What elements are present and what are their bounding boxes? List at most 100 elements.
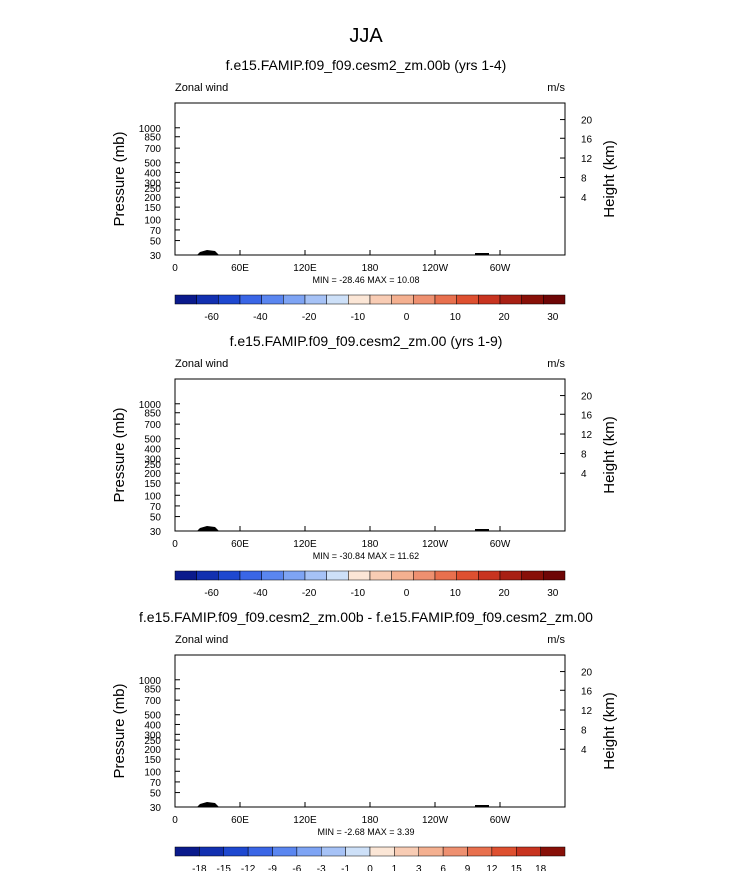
colorbar-box <box>543 294 566 305</box>
longitude-tick-label: 60W <box>490 815 511 826</box>
contour-region <box>175 683 565 807</box>
height-tick-label: 12 <box>581 430 593 441</box>
panel-title: f.e15.FAMIP.f09_f09.cesm2_zm.00b - f.e15… <box>139 609 593 625</box>
topography-marker <box>197 250 219 255</box>
longitude-tick-label: 120E <box>293 539 317 550</box>
colorbar-label: 30 <box>547 588 559 599</box>
pressure-tick-label: 700 <box>144 420 161 431</box>
colorbar-label: 20 <box>499 588 511 599</box>
contour-region <box>175 379 565 531</box>
longitude-tick-label: 120W <box>422 263 449 274</box>
height-tick-label: 16 <box>581 410 593 421</box>
colorbar-box <box>196 570 219 581</box>
contour-field <box>175 103 565 255</box>
colorbar-box <box>499 570 522 581</box>
colorbar-box <box>218 294 241 305</box>
pressure-tick-label: 300 <box>144 178 161 189</box>
colorbar-box <box>174 846 200 857</box>
longitude-tick-label: 120W <box>422 539 449 550</box>
pressure-tick-label: 150 <box>144 755 161 766</box>
colorbar-label: -9 <box>268 864 277 871</box>
topography-marker <box>475 253 489 255</box>
colorbar-box <box>369 570 392 581</box>
y-axis-right-label: Height (km) <box>601 692 618 770</box>
colorbar-box <box>456 294 479 305</box>
contour-region <box>230 432 261 444</box>
colorbar-label: 18 <box>535 864 547 871</box>
longitude-tick-label: 0 <box>172 539 178 550</box>
longitude-tick-label: 60E <box>231 539 249 550</box>
colorbar-label: 0 <box>367 864 373 871</box>
longitude-tick-label: 60W <box>490 263 511 274</box>
contour-region <box>214 177 269 234</box>
colorbar-box <box>369 846 395 857</box>
colorbar-label: 1 <box>392 864 398 871</box>
topography-marker <box>197 526 219 531</box>
pressure-tick-label: 500 <box>144 159 161 170</box>
pressure-tick-label: 50 <box>150 789 162 800</box>
colorbar-box <box>516 846 541 857</box>
panel-title: f.e15.FAMIP.f09_f09.cesm2_zm.00 (yrs 1-9… <box>230 333 503 349</box>
pressure-tick-label: 1000 <box>139 124 162 135</box>
contour-region <box>175 655 565 807</box>
pressure-tick-label: 70 <box>150 226 162 237</box>
colorbar-label: -6 <box>292 864 301 871</box>
height-tick-label: 8 <box>581 173 587 184</box>
longitude-tick-label: 180 <box>362 263 379 274</box>
pressure-tick-label: 150 <box>144 479 161 490</box>
colorbar-box <box>321 846 346 857</box>
colorbar-box <box>467 846 493 857</box>
colorbar-box <box>394 846 419 857</box>
contour-region <box>183 174 295 255</box>
pressure-tick-label: 700 <box>144 696 161 707</box>
topography-marker <box>475 805 489 807</box>
colorbar-label: 10 <box>450 588 462 599</box>
contour-region <box>542 470 551 476</box>
longitude-tick-label: 120E <box>293 815 317 826</box>
topography-marker <box>475 529 489 531</box>
colorbar-box <box>223 846 249 857</box>
height-tick-label: 4 <box>581 469 587 480</box>
pressure-tick-label: 30 <box>150 527 162 538</box>
colorbar-box <box>199 846 224 857</box>
pressure-tick-label: 400 <box>144 168 161 179</box>
colorbar-box <box>478 570 501 581</box>
topography-marker <box>197 802 219 807</box>
min-max-stats: MIN = -30.84 MAX = 11.62 <box>313 551 419 561</box>
pressure-tick-label: 200 <box>144 193 161 204</box>
contour-field <box>175 379 565 531</box>
contour-region <box>284 728 346 786</box>
contour-region <box>175 392 565 409</box>
longitude-tick-label: 180 <box>362 815 379 826</box>
pressure-tick-label: 250 <box>144 460 161 471</box>
pressure-tick-label: 250 <box>144 184 161 195</box>
colorbar-box <box>391 570 414 581</box>
pressure-tick-label: 500 <box>144 435 161 446</box>
contour-region <box>222 428 277 451</box>
colorbar-box <box>283 570 306 581</box>
colorbar-box <box>418 846 444 857</box>
colorbar-box <box>174 570 197 581</box>
contour-region <box>183 737 247 768</box>
colorbar-label: -10 <box>351 312 366 323</box>
contour-region <box>429 694 541 743</box>
min-max-stats: MIN = -28.46 MAX = 10.08 <box>312 275 419 285</box>
colorbar-box <box>478 294 501 305</box>
pressure-tick-label: 500 <box>144 711 161 722</box>
colorbar-label: 6 <box>440 864 446 871</box>
panel-left-label: Zonal wind <box>175 634 228 646</box>
contour-region <box>409 422 526 440</box>
longitude-tick-label: 60E <box>231 263 249 274</box>
panel-1: f.e15.FAMIP.f09_f09.cesm2_zm.00b (yrs 1-… <box>111 57 618 323</box>
pressure-tick-label: 100 <box>144 767 161 778</box>
pressure-tick-label: 30 <box>150 803 162 814</box>
colorbar-box <box>543 570 566 581</box>
contour-region <box>339 412 565 478</box>
pressure-tick-label: 200 <box>144 469 161 480</box>
colorbar-label: -40 <box>253 588 268 599</box>
colorbar-box <box>239 570 262 581</box>
pressure-tick-label: 400 <box>144 444 161 455</box>
colorbar-box <box>434 294 457 305</box>
colorbar-box <box>272 846 298 857</box>
contour-region <box>214 478 254 513</box>
